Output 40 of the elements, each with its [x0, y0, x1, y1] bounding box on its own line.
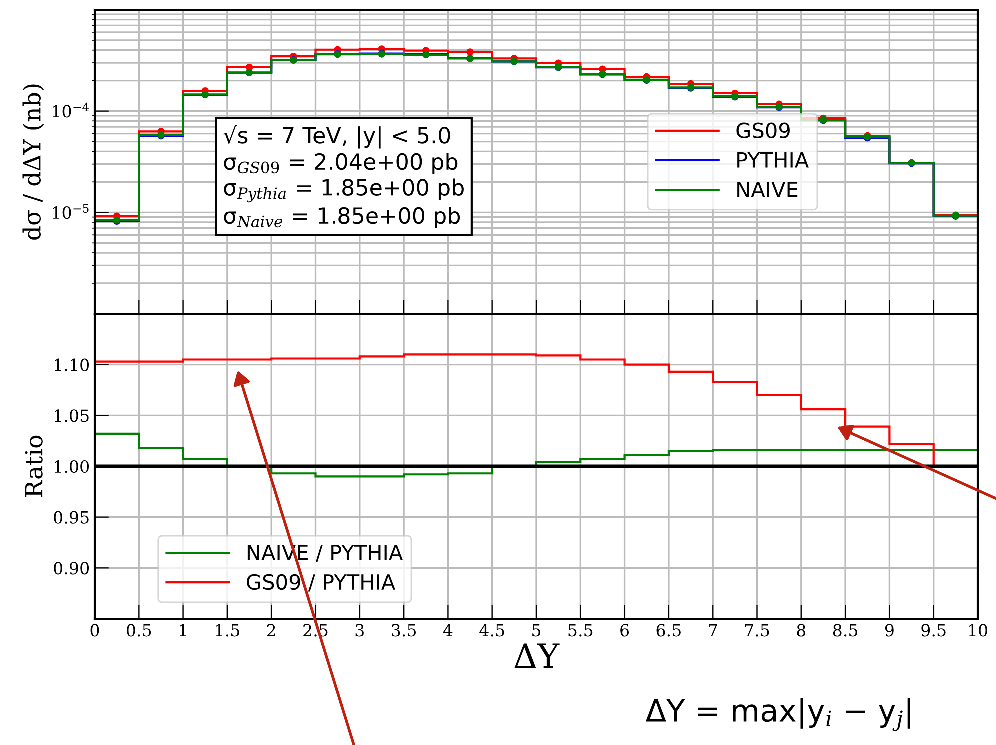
y-axis-title: Ratio — [25, 436, 43, 498]
annotation: √s = 7 TeV, |y| < 5.0 — [224, 126, 450, 149]
x-tick-label: 0.5 — [126, 624, 152, 637]
x-tick-label: 8.5 — [833, 624, 858, 637]
x-tick-label: 3.5 — [392, 624, 416, 637]
x-tick-label: 3 — [356, 624, 364, 637]
x-tick-label: 4 — [443, 624, 453, 637]
x-tick-label: 10 — [969, 624, 988, 637]
y-tick-label: 1.05 — [55, 410, 89, 422]
legend-label: NAIVE — [738, 182, 798, 198]
y-tick-label: 1.00 — [55, 460, 90, 474]
x-tick-label: 7.5 — [745, 624, 770, 637]
x-tick-label: 9 — [885, 624, 894, 637]
point — [466, 48, 474, 56]
x-tick-label: 5.5 — [568, 624, 593, 637]
x-tick-label: 7 — [709, 624, 718, 637]
y-tick-label: 0.90 — [54, 562, 90, 575]
y-tick-label: 0.95 — [54, 511, 89, 524]
x-tick-label: 1.5 — [216, 624, 240, 637]
text: ΔY = max|y$_{i}$ − y$_{j}$| — [646, 698, 910, 732]
legend-label: PYTHIA — [738, 152, 809, 168]
x-tick-label: 6.5 — [656, 624, 681, 637]
x-tick-label: 0 — [90, 624, 100, 637]
x-axis-title: ΔY — [514, 644, 560, 668]
legend-label: GS09 / PYTHIA — [247, 574, 396, 592]
x-tick-label: 8 — [797, 624, 806, 637]
y-tick-label: 10$^{−5}$ — [53, 204, 89, 220]
annotation: σ$_{GS09}$ = 2.04e+00 pb — [224, 153, 458, 175]
x-tick-label: 4.5 — [480, 624, 504, 637]
x-tick-label: 2 — [267, 624, 276, 637]
x-tick-label: 1 — [180, 624, 186, 637]
x-tick-label: 6 — [620, 624, 630, 637]
legend-label: GS09 — [736, 122, 790, 139]
y-tick-label: 10$^{−4}$ — [53, 102, 90, 118]
annotation: σ$_{Naive}$ = 1.85e+00 pb — [224, 207, 460, 229]
y-axis-title: dσ / dΔY (nb) — [22, 84, 44, 240]
annotation: σ$_{Pythia}$ = 1.85e+00 pb — [224, 178, 464, 203]
x-tick-label: 5 — [532, 624, 541, 637]
y-tick-label: 1.10 — [55, 358, 90, 372]
x-tick-label: 9.5 — [922, 624, 946, 637]
